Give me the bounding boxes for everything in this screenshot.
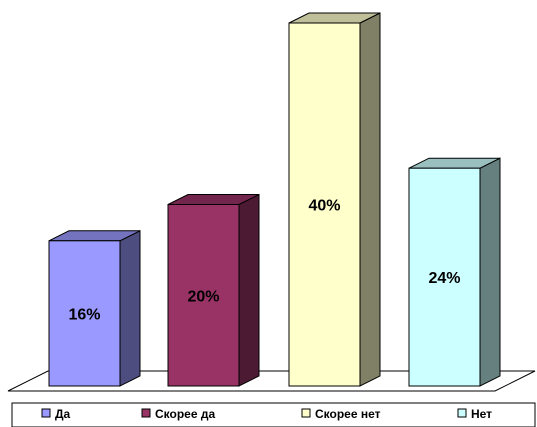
bar-нет: 24% <box>408 157 501 387</box>
bar-front-face <box>288 22 361 387</box>
bar-front-face <box>48 240 121 387</box>
legend-item-да: Да <box>41 407 71 421</box>
legend-item-нет: Нет <box>457 407 492 421</box>
bar-да: 16% <box>48 229 141 387</box>
bar-side-face <box>359 12 381 387</box>
legend-swatch <box>301 408 311 418</box>
data-label: 16% <box>68 306 100 323</box>
legend-item-скорее-да: Скорее да <box>141 407 215 421</box>
legend-label: Скорее да <box>155 407 215 421</box>
bar-скорее-нет: 40% <box>288 12 381 387</box>
legend-item-скорее-нет: Скорее нет <box>301 407 381 421</box>
bar-side-face <box>238 193 260 387</box>
bar-side-face <box>479 157 501 387</box>
bar-side-face <box>119 229 141 387</box>
legend-box <box>11 402 536 427</box>
data-label: 24% <box>428 270 460 287</box>
bar-front-face <box>408 167 481 387</box>
legend: Да Скорее да Скорее нет Нет <box>41 407 492 421</box>
bar-скорее-да: 20% <box>167 193 260 387</box>
legend-swatch <box>41 408 51 418</box>
legend-label: Скорее нет <box>315 407 381 421</box>
data-label: 20% <box>187 288 219 305</box>
legend-swatch <box>141 408 151 418</box>
bars-layer: 16% 20% 40% 24% <box>48 12 501 387</box>
legend-swatch <box>457 408 467 418</box>
bar-front-face <box>167 204 240 387</box>
legend-label: Нет <box>471 407 492 421</box>
legend-label: Да <box>55 407 71 421</box>
data-label: 40% <box>308 198 340 215</box>
